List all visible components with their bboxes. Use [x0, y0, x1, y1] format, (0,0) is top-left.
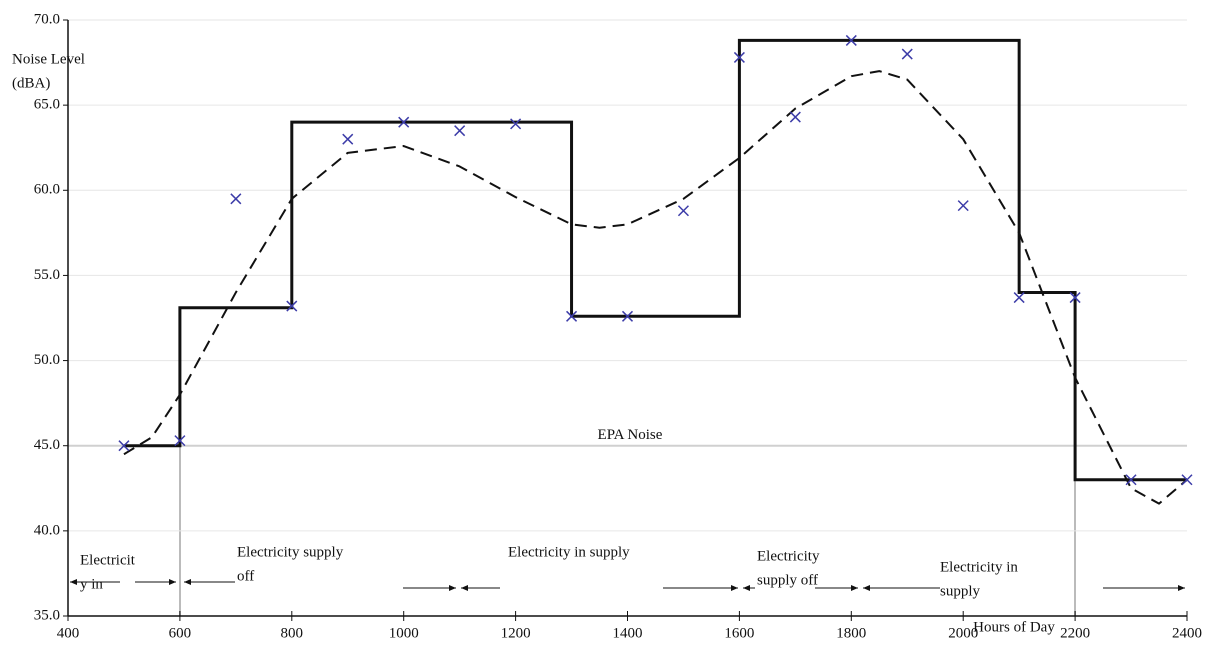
x-tick-label: 1600 [724, 625, 754, 641]
arrows [70, 446, 1185, 616]
y-tick-label: 55.0 [34, 267, 60, 283]
y-tick-label: 40.0 [34, 522, 60, 538]
marker [957, 200, 969, 212]
y-tick-label: 50.0 [34, 352, 60, 368]
annotation: supply [940, 583, 981, 599]
marker [1069, 292, 1081, 304]
marker [621, 310, 634, 322]
y-axis-label: (dBA) [12, 75, 50, 91]
x-axis-label: Hours of Day [973, 619, 1055, 635]
y-tick-label: 35.0 [34, 607, 60, 623]
marker [342, 133, 354, 145]
marker [286, 300, 298, 312]
x-tick-label: 1200 [501, 625, 531, 641]
y-tick-label: 45.0 [34, 437, 60, 453]
marker [566, 310, 578, 322]
marker [733, 51, 745, 63]
step-line [123, 38, 1187, 482]
x-tick-label: 2000 [948, 625, 978, 641]
marker [901, 48, 913, 60]
marker [510, 118, 522, 130]
annotation: supply off [757, 572, 818, 588]
marker [1013, 292, 1025, 304]
marker [118, 440, 130, 452]
x-tick-label: 1800 [836, 625, 866, 641]
marker [845, 34, 857, 46]
marker [454, 125, 466, 137]
x-tick-label: 400 [57, 625, 80, 641]
annotation: Electricity in supply [508, 544, 630, 560]
y-tick-label: 65.0 [34, 97, 60, 113]
y-tick-label: 70.0 [34, 11, 60, 27]
marker [398, 116, 410, 128]
x-tick-label: 600 [169, 625, 192, 641]
annotation: Electricit [80, 552, 136, 568]
x-tick-label: 800 [281, 625, 304, 641]
x-tick-label: 2200 [1060, 625, 1090, 641]
y-axis-label: Noise Level [12, 51, 85, 67]
marker [677, 205, 689, 217]
y-tick-label: 60.0 [34, 182, 60, 198]
trend-line [123, 70, 1188, 505]
annotation: y in [80, 576, 103, 592]
marker [789, 111, 801, 123]
reference-label: EPA Noise [598, 427, 663, 443]
annotation: Electricity in [940, 559, 1018, 575]
marker [174, 435, 186, 447]
annotation: off [237, 568, 254, 584]
annotation: Electricity supply [237, 544, 344, 560]
annotation: Electricity [757, 548, 820, 564]
marker [230, 193, 242, 205]
x-tick-label: 1000 [389, 625, 419, 641]
x-tick-label: 2400 [1172, 625, 1202, 641]
marker [1181, 474, 1193, 486]
marker [1125, 474, 1137, 486]
x-tick-label: 1400 [613, 625, 643, 641]
